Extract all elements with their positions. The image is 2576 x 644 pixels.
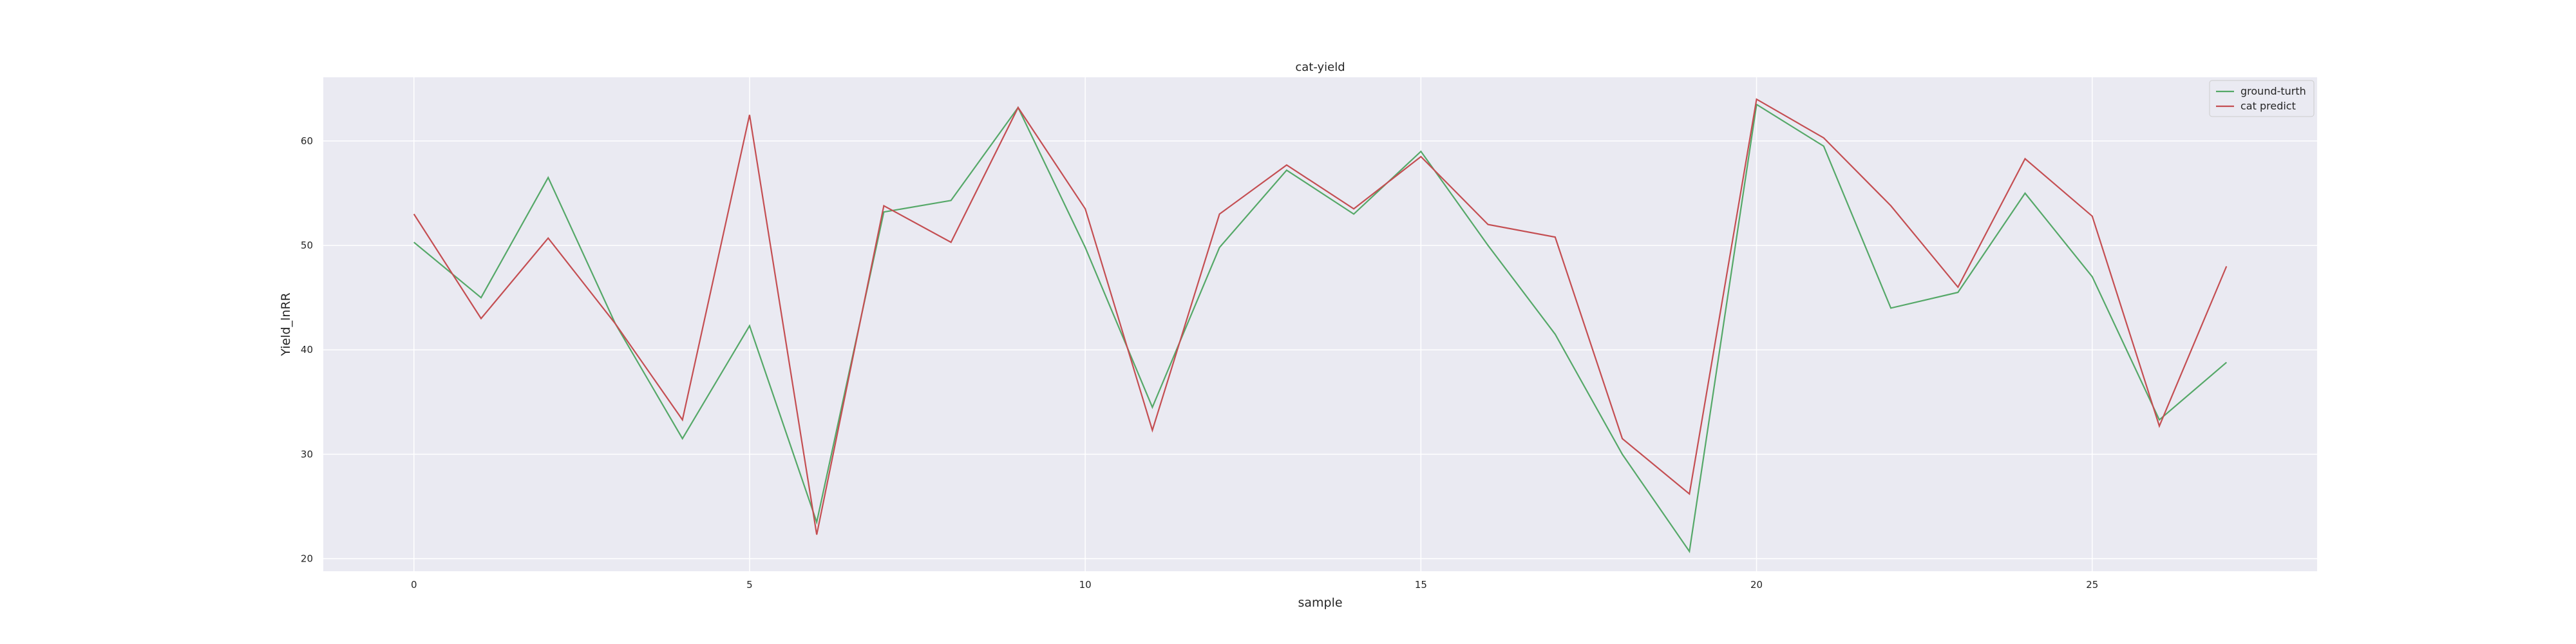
tick-labels: 0 5 10 15 20 25 20 30 40 50 60	[301, 135, 2098, 591]
grid	[323, 77, 2317, 571]
y-tick-label: 20	[301, 553, 313, 565]
x-axis-label: sample	[1298, 596, 1342, 610]
legend: ground-turth cat predict	[2209, 80, 2315, 117]
y-tick-label: 60	[301, 135, 313, 147]
legend-box	[2209, 80, 2315, 117]
x-tick-label: 5	[746, 579, 753, 591]
series-line-0	[413, 103, 2228, 554]
chart-title: cat-yield	[1295, 61, 1345, 74]
x-tick-label: 10	[1079, 579, 1092, 591]
y-tick-label: 30	[301, 448, 313, 460]
series-lines	[413, 98, 2228, 554]
y-tick-label: 40	[301, 344, 313, 355]
x-tick-label: 20	[1750, 579, 1763, 591]
legend-label-1: cat predict	[2240, 100, 2296, 112]
series-line-1	[413, 98, 2228, 535]
legend-label-0: ground-turth	[2240, 85, 2306, 97]
plot-area	[323, 77, 2317, 571]
y-tick-label: 50	[301, 240, 313, 251]
x-tick-label: 0	[411, 579, 417, 591]
x-tick-label: 15	[1415, 579, 1427, 591]
y-axis-label: Yield_lnRR	[279, 292, 293, 356]
x-tick-label: 25	[2086, 579, 2098, 591]
